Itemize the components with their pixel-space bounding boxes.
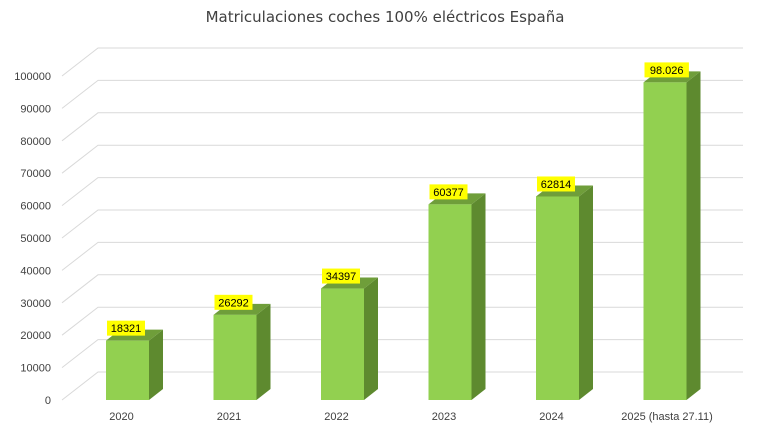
bar [643,71,701,401]
y-tick-label: 30000 [20,298,51,310]
bar-front [428,204,472,400]
gridline [61,274,743,304]
data-label-bg [214,294,253,310]
x-tick-label: 2025 (hasta 27.11) [621,411,713,423]
data-label: 60377 [433,187,464,199]
data-label-bg [644,62,689,78]
bar-side [686,71,701,401]
bar-front [106,340,149,400]
bar-side [471,193,486,400]
bar-side [149,329,163,400]
data-label: 34397 [326,271,357,283]
x-tick-label: 2023 [432,411,456,423]
y-tick-label: 0 [45,395,51,407]
bar [321,277,378,400]
chart-title: Matriculaciones coches 100% eléctricos E… [205,8,565,26]
gridline [61,177,743,206]
data-label-bg [107,320,145,336]
data-label-bg [429,184,468,200]
x-tick-label: 2024 [539,411,563,423]
bar-front [643,82,687,401]
bar-front [213,314,257,400]
data-label: 26292 [218,297,249,309]
y-tick-label: 40000 [20,265,51,277]
y-tick-label: 60000 [20,201,51,213]
data-label-bg [537,176,575,192]
gridline [61,47,743,77]
data-label: 98.026 [650,65,684,77]
bar-front [321,288,364,400]
data-label: 18321 [111,323,142,335]
bar-side [364,277,378,400]
y-tick-label: 80000 [20,136,51,148]
gridline [61,371,743,401]
x-tick-label: 2020 [109,411,133,423]
gridline [61,112,743,142]
bar-side [256,303,271,400]
data-label-bg [322,268,360,284]
y-tick-label: 20000 [20,330,51,342]
x-tick-label: 2021 [217,411,241,423]
bar [106,329,163,400]
x-tick-label: 2022 [324,411,348,423]
y-tick-label: 90000 [20,103,51,115]
bar-front [536,196,579,400]
y-tick-label: 50000 [20,233,51,245]
gridline [61,306,743,336]
y-tick-label: 100000 [14,71,51,83]
y-tick-label: 10000 [20,363,51,375]
data-label: 62814 [541,179,572,191]
gridline [61,79,743,109]
bar [213,303,271,400]
y-tick-label: 70000 [20,168,51,180]
bar [536,185,593,400]
gridline [61,209,743,239]
bar-side [579,185,593,400]
gridline [61,241,743,271]
gridline [61,144,743,174]
gridline [61,339,743,368]
bar [428,193,486,400]
